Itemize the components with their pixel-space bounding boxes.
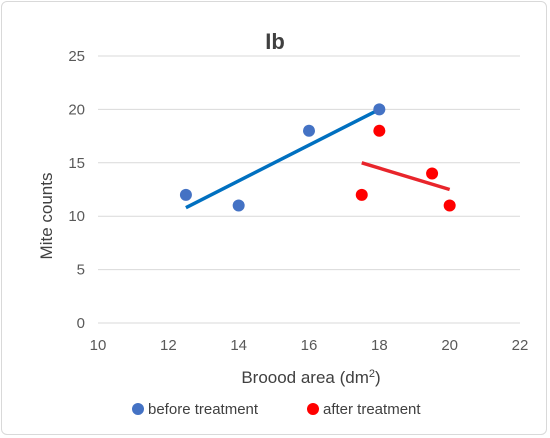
x-tick-label: 10 (90, 337, 107, 354)
x-tick-label: 22 (512, 337, 529, 354)
trendline-series-2 (361, 161, 451, 192)
x-tick-label: 16 (301, 337, 318, 354)
chart-title: Ib (265, 29, 285, 54)
trendlines (185, 107, 451, 210)
x-tick-label: 12 (160, 337, 177, 354)
data-point-series-2 (373, 124, 386, 137)
y-tick-label: 25 (68, 48, 85, 65)
data-points (179, 103, 456, 212)
data-point-series-2 (355, 188, 368, 201)
legend-marker-series-1 (132, 403, 144, 415)
y-axis-label: Mite counts (37, 173, 56, 260)
trendline-series-1 (185, 107, 381, 210)
x-tick-label: 14 (230, 337, 247, 354)
data-point-series-1 (179, 188, 192, 201)
y-tick-label: 5 (77, 262, 85, 279)
data-point-series-1 (303, 124, 315, 137)
y-tick-label: 0 (77, 315, 85, 332)
y-tick-label: 20 (68, 101, 85, 118)
data-point-series-1 (373, 103, 386, 116)
legend: before treatment after treatment (132, 401, 421, 418)
y-tick-label: 15 (68, 155, 85, 172)
data-point-series-2 (443, 199, 456, 212)
grid-lines (98, 55, 520, 324)
legend-label-series-1: before treatment (148, 401, 259, 418)
data-point-series-1 (232, 199, 245, 212)
legend-label-series-2: after treatment (323, 401, 421, 418)
y-tick-label: 10 (68, 208, 85, 225)
x-tick-labels: 10 12 14 16 18 20 22 (90, 337, 529, 354)
x-tick-label: 20 (441, 337, 458, 354)
x-tick-label: 18 (371, 337, 388, 354)
legend-marker-series-2 (307, 403, 319, 415)
data-point-series-2 (426, 167, 439, 180)
y-tick-labels: 0 5 10 15 20 25 (68, 48, 85, 332)
x-axis-label: Broood area (dm2) (241, 368, 380, 387)
